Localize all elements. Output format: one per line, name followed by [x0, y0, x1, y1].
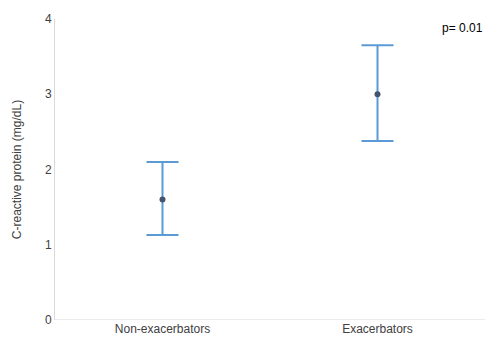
svg-text:p= 0.01: p= 0.01	[442, 21, 483, 35]
svg-text:Non-exacerbators: Non-exacerbators	[115, 322, 210, 336]
svg-text:Exacerbators: Exacerbators	[342, 322, 413, 336]
svg-text:1: 1	[45, 238, 52, 252]
svg-text:4: 4	[45, 12, 52, 26]
svg-text:0: 0	[45, 313, 52, 327]
svg-text:2: 2	[45, 163, 52, 177]
svg-text:3: 3	[45, 87, 52, 101]
svg-text:C-reactive protein (mg/dL): C-reactive protein (mg/dL)	[10, 100, 24, 239]
